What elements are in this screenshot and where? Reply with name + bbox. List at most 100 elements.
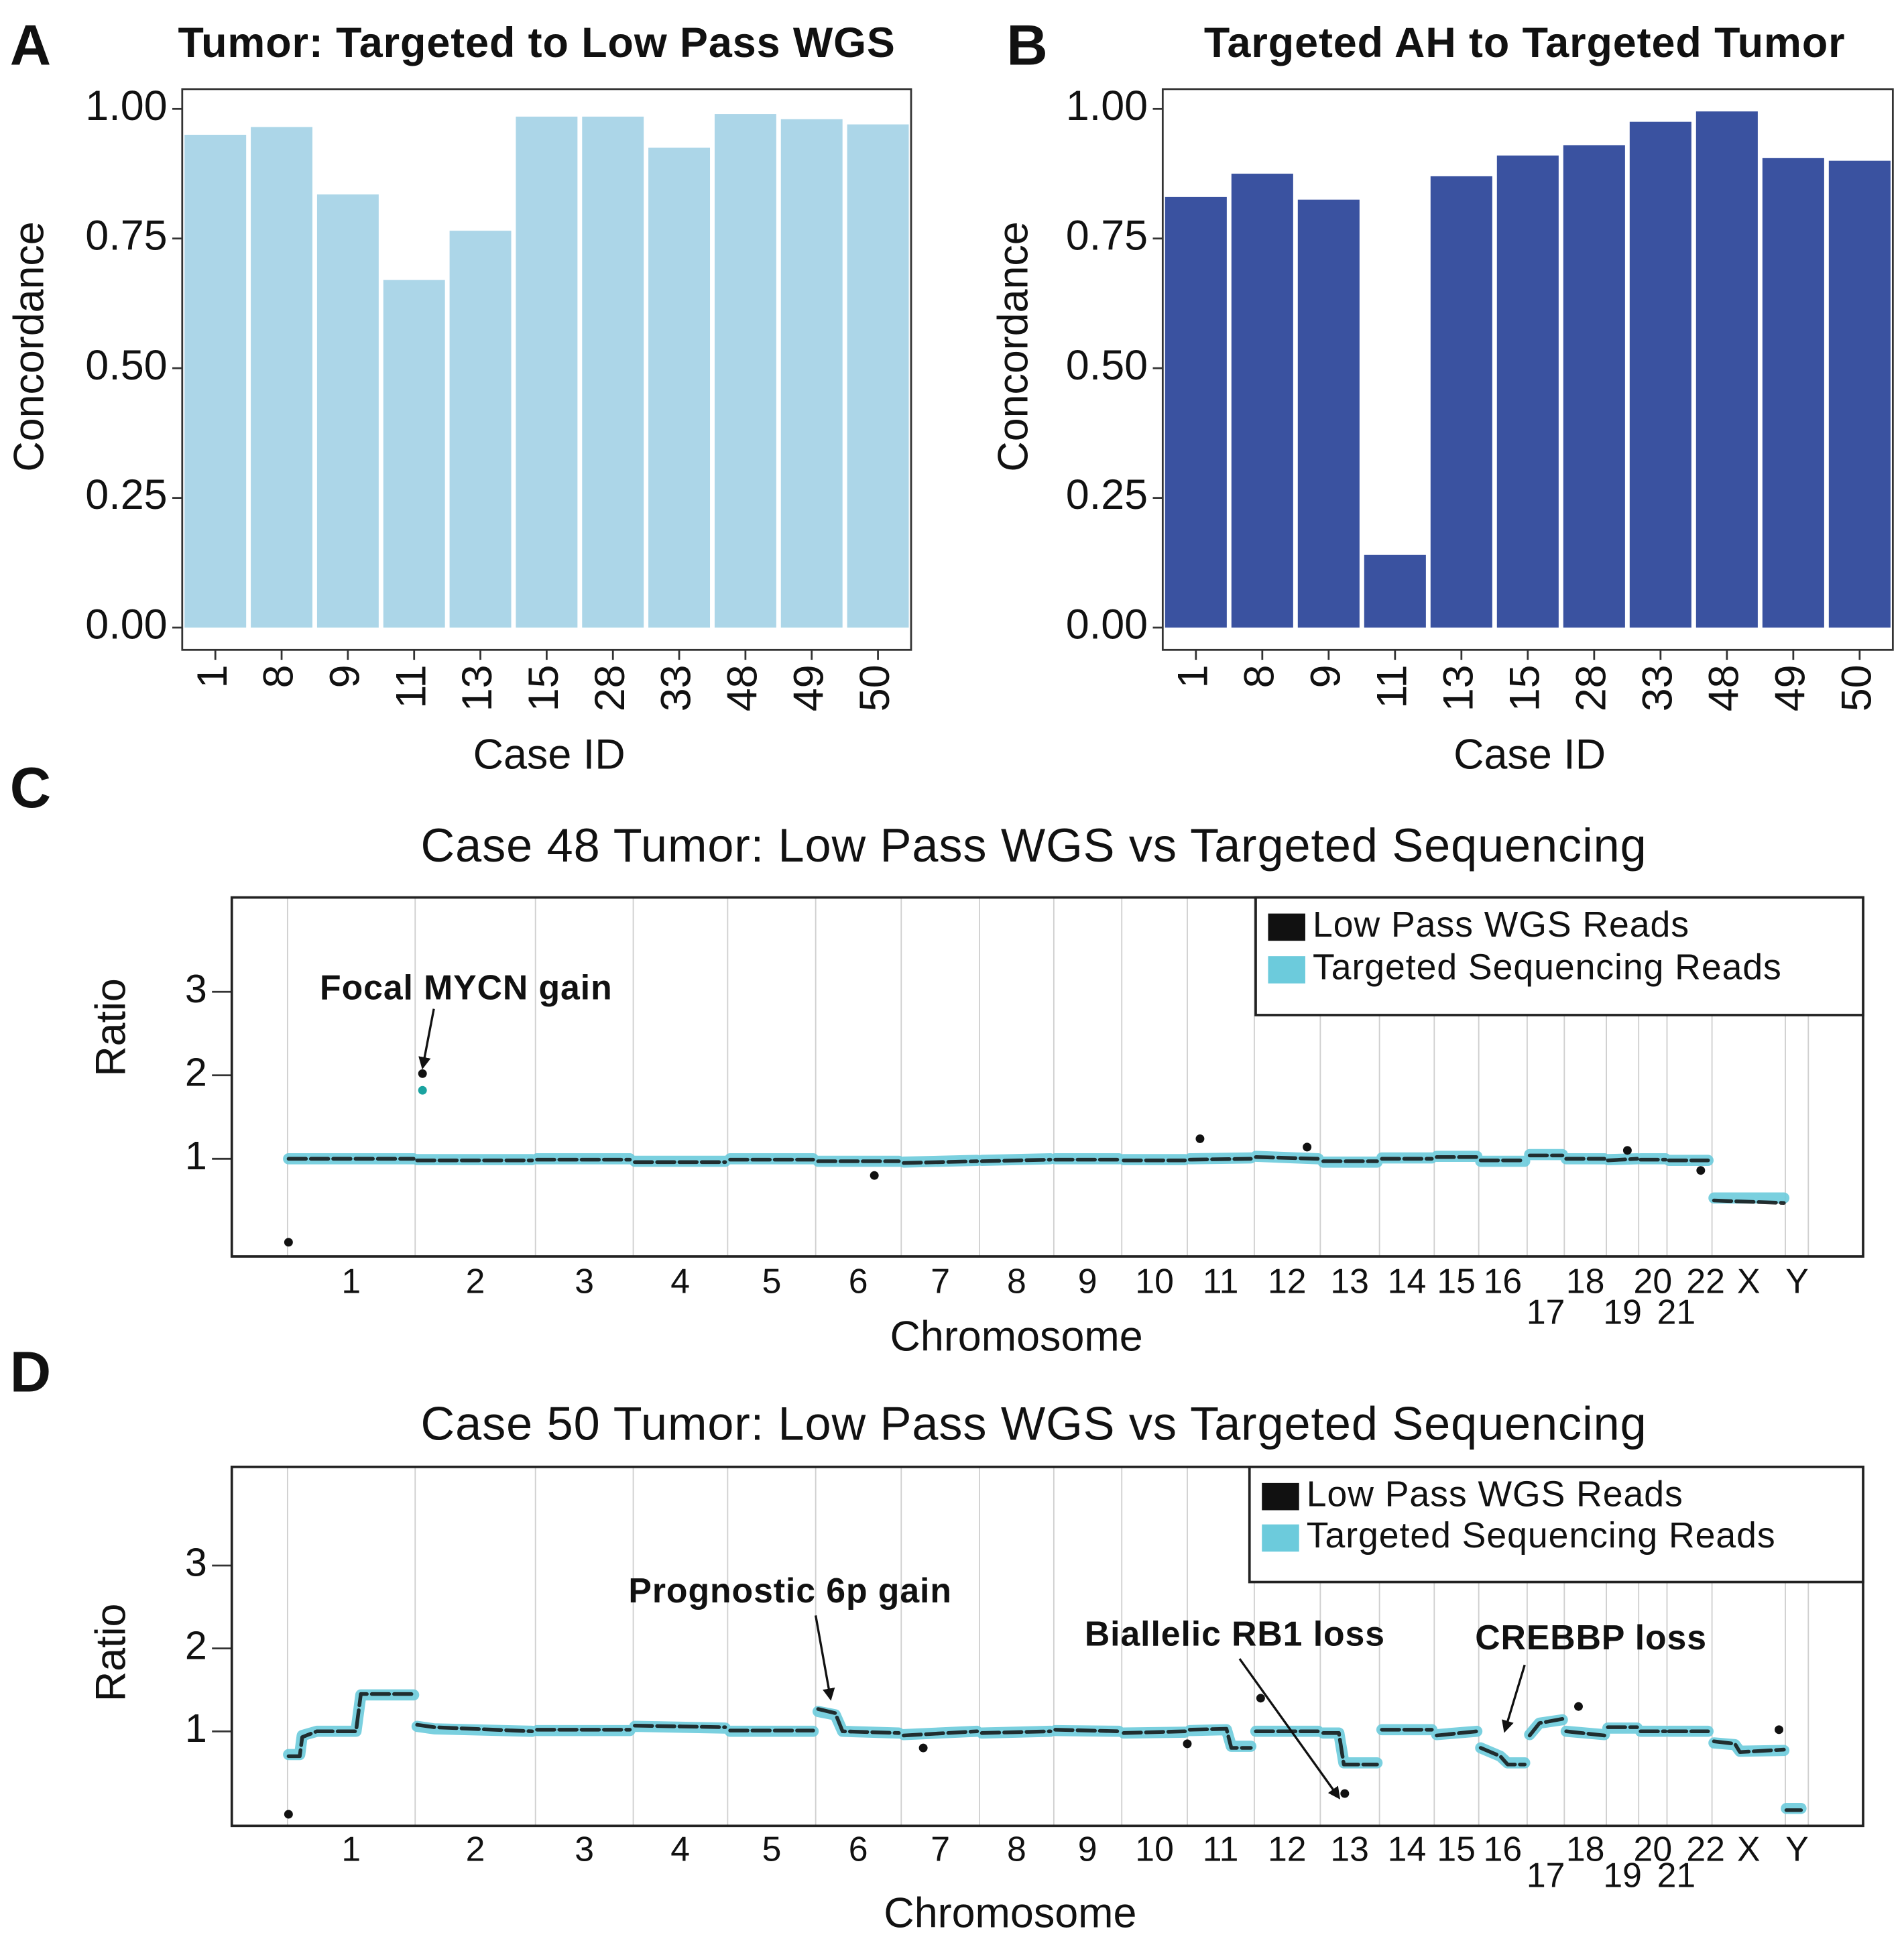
outlier-point bbox=[284, 1238, 293, 1247]
x-tick-label: 33 bbox=[1634, 664, 1681, 711]
annotation-arrow bbox=[418, 1008, 435, 1070]
y-axis-label: Concordance bbox=[6, 221, 53, 471]
x-tick-label: 13 bbox=[1330, 1830, 1369, 1869]
outlier-point bbox=[1574, 1702, 1583, 1711]
x-tick-label: 16 bbox=[1484, 1261, 1523, 1300]
x-tick-label: 9 bbox=[1302, 664, 1349, 688]
x-tick-label: 49 bbox=[785, 664, 832, 711]
series-line bbox=[283, 1689, 1807, 1814]
plot-frame bbox=[230, 896, 1864, 1258]
bar bbox=[1629, 121, 1691, 628]
bar bbox=[1828, 160, 1891, 628]
outlier-point bbox=[1303, 1142, 1312, 1152]
outlier-point bbox=[1195, 1134, 1205, 1143]
x-tick-label: 11 bbox=[1368, 664, 1415, 708]
x-tick-label: 28 bbox=[1567, 664, 1614, 711]
x-tick-label: 48 bbox=[719, 664, 766, 711]
x-tick-label: 7 bbox=[931, 1830, 950, 1869]
x-axis-label: Chromosome bbox=[884, 1890, 1136, 1937]
plot-frame bbox=[1161, 88, 1894, 651]
x-tick-label: 49 bbox=[1767, 664, 1813, 711]
bar bbox=[316, 194, 379, 628]
y-tick-label: 2 bbox=[185, 1623, 207, 1667]
panel-letter: B bbox=[1006, 13, 1047, 77]
x-tick-label: 21 bbox=[1657, 1856, 1696, 1895]
x-tick-label: 9 bbox=[1078, 1830, 1097, 1869]
bar bbox=[1430, 176, 1492, 628]
outlier-point bbox=[1622, 1146, 1632, 1155]
x-tick-label: 6 bbox=[849, 1261, 868, 1300]
panel-letter: D bbox=[10, 1341, 51, 1405]
x-tick-label: 50 bbox=[1833, 664, 1880, 711]
x-tick-label: 18 bbox=[1566, 1830, 1605, 1869]
y-tick-label: 0.25 bbox=[85, 471, 167, 518]
x-tick-label: 4 bbox=[670, 1830, 690, 1869]
x-tick-label: 15 bbox=[1437, 1261, 1476, 1300]
x-tick-label: 10 bbox=[1135, 1261, 1174, 1300]
x-tick-label: 13 bbox=[1330, 1261, 1369, 1300]
x-tick-label: 3 bbox=[575, 1261, 594, 1300]
x-tick-label: 48 bbox=[1700, 664, 1747, 711]
x-tick-label: 8 bbox=[255, 664, 302, 688]
legend-label: Targeted Sequencing Reads bbox=[1313, 947, 1782, 988]
bar bbox=[1762, 158, 1824, 628]
bar bbox=[1695, 111, 1758, 628]
x-tick-label: 19 bbox=[1603, 1856, 1642, 1895]
y-tick-label: 0.25 bbox=[1066, 471, 1148, 518]
bar bbox=[1364, 554, 1426, 628]
y-tick-label: 0.00 bbox=[85, 601, 167, 648]
x-tick-label: 15 bbox=[1437, 1830, 1476, 1869]
x-tick-label: 12 bbox=[1268, 1830, 1307, 1869]
y-tick-label: 0.50 bbox=[1066, 342, 1148, 389]
y-tick-label: 2 bbox=[185, 1049, 207, 1094]
outlier-point bbox=[1183, 1739, 1192, 1749]
x-tick-label: X bbox=[1737, 1261, 1761, 1300]
x-tick-label: 2 bbox=[466, 1261, 485, 1300]
y-axis-label: Ratio bbox=[88, 978, 135, 1077]
x-tick-label: 8 bbox=[1007, 1261, 1026, 1300]
x-tick-label: 10 bbox=[1135, 1830, 1174, 1869]
annotation: CREBBP loss bbox=[1475, 1618, 1707, 1657]
x-tick-label: Y bbox=[1785, 1261, 1809, 1300]
legend-swatch bbox=[1262, 1524, 1299, 1552]
bar bbox=[1165, 196, 1227, 628]
annotation: Focal MYCN gain bbox=[320, 968, 613, 1007]
y-tick-label: 0.75 bbox=[1066, 212, 1148, 259]
annotation: Prognostic 6p gain bbox=[628, 1571, 952, 1610]
x-tick-label: 5 bbox=[762, 1261, 782, 1300]
x-tick-label: 11 bbox=[388, 664, 434, 708]
outlier-point bbox=[418, 1069, 427, 1078]
y-axis-label: Ratio bbox=[88, 1604, 135, 1702]
bar bbox=[1297, 199, 1360, 628]
series-line bbox=[286, 1692, 1803, 1812]
bar bbox=[1563, 145, 1625, 628]
panel-letter: C bbox=[10, 756, 51, 820]
x-tick-label: 17 bbox=[1527, 1292, 1565, 1331]
x-tick-label: 28 bbox=[587, 664, 634, 711]
bar bbox=[184, 135, 247, 628]
x-tick-label: 6 bbox=[849, 1830, 868, 1869]
legend-swatch bbox=[1268, 913, 1305, 941]
bar bbox=[714, 114, 776, 628]
x-tick-label: 9 bbox=[321, 664, 368, 688]
x-tick-label: 16 bbox=[1484, 1830, 1523, 1869]
outlier-point bbox=[870, 1171, 879, 1180]
annotation-arrow bbox=[814, 1615, 835, 1701]
x-tick-label: 1 bbox=[341, 1830, 361, 1869]
x-tick-label: 19 bbox=[1603, 1292, 1642, 1331]
x-tick-label: 2 bbox=[466, 1830, 485, 1869]
x-tick-label: 13 bbox=[454, 664, 501, 711]
y-tick-label: 1 bbox=[185, 1706, 207, 1751]
x-tick-label: 5 bbox=[762, 1830, 782, 1869]
annotation-arrow bbox=[1238, 1658, 1341, 1800]
legend-box bbox=[1254, 896, 1864, 1016]
bar bbox=[1496, 155, 1559, 628]
outlier-point bbox=[1696, 1166, 1706, 1175]
x-tick-label: 13 bbox=[1435, 664, 1482, 711]
y-tick-label: 0.75 bbox=[85, 212, 167, 259]
x-axis-label: Case ID bbox=[1453, 731, 1606, 778]
chart-title: Case 48 Tumor: Low Pass WGS vs Targeted … bbox=[420, 819, 1647, 872]
outlier-point bbox=[1775, 1725, 1784, 1734]
plot-frame bbox=[230, 1466, 1864, 1828]
